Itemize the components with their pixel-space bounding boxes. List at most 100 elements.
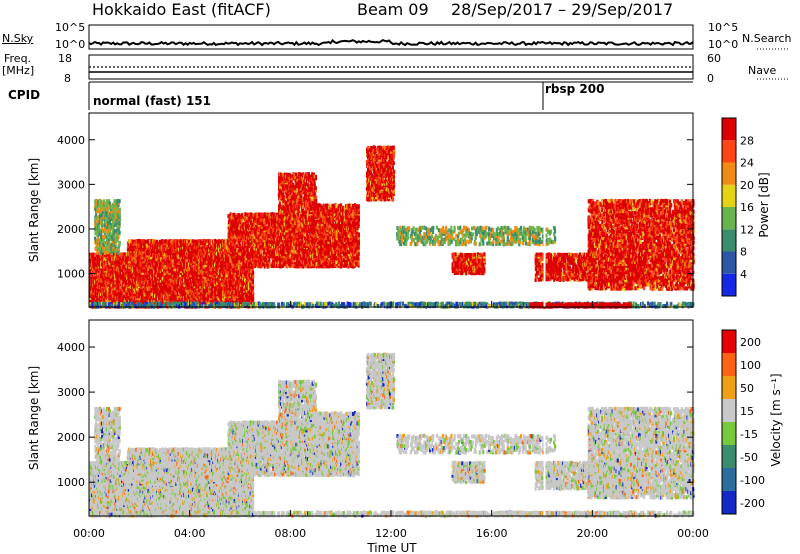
power-cell [153,284,156,289]
power-cell [182,278,186,283]
power-cell [150,294,153,299]
power-cell [104,280,107,285]
power-cell [163,298,166,303]
power-cell [122,282,126,287]
power-cell [156,241,160,246]
noise-panel [88,24,788,50]
power-cell [107,264,110,269]
power-cell [103,256,106,261]
power-cell [132,294,135,299]
noise-sky-line [88,38,694,47]
power-cell [154,290,158,295]
power-cell [99,255,102,260]
power-cell [113,254,116,259]
power-cell [100,278,103,283]
power-cell [174,280,177,285]
power-cell [115,228,118,233]
power-cell [169,282,172,287]
power-cell [92,288,96,293]
power-cell [110,282,113,287]
power-cell [101,270,104,275]
power-cell [174,282,177,287]
power-cell [140,298,143,303]
power-cell [112,294,115,298]
power-cell [124,292,128,297]
noise-right-tick-bottom: 10^0 [708,38,738,51]
power-cell [114,270,117,275]
power-cell [99,266,102,271]
noise-left-tick-bottom: 10^0 [55,38,85,51]
power-cell [155,292,159,297]
power-cell [154,286,157,291]
power-cell [114,280,117,285]
power-cell [90,256,93,261]
power-cell [164,278,167,283]
power-cell [118,280,121,285]
noise-left-tick-top: 10^5 [55,21,85,34]
power-cell [115,292,118,297]
power-cell [125,296,128,301]
power-cell [97,255,100,260]
power-cell [112,284,115,289]
power-cell [149,282,152,287]
cpid-panel [88,81,693,110]
power-cell [252,274,255,279]
power-cell [94,262,97,267]
power-cell [98,225,101,230]
power-cell [98,282,101,287]
power-cell [126,282,129,287]
power-cell [144,294,147,299]
power-cell [132,284,135,289]
power-cell [114,249,117,254]
power-marks [89,113,695,309]
freq-label-line1: Freq. [4,52,31,65]
power-cell [151,292,154,296]
power-cell [128,298,132,303]
power-cell [125,267,128,272]
power-cell [161,276,164,281]
power-cell [129,290,132,295]
power-cell [102,252,105,257]
power-cell [123,296,126,301]
station-title: Hokkaido East (fitACF) [92,0,271,19]
power-cell [92,296,96,301]
power-cell [140,282,143,287]
power-cell [120,295,123,300]
power-cell [118,207,121,212]
power-cell [129,292,132,297]
cpid-program-2: rbsp 200 [545,82,604,96]
power-cell [100,232,103,237]
power-cell [159,288,162,293]
power-cell [108,201,111,206]
power-cell [118,240,121,245]
power-cell [158,282,161,287]
power-cell [90,290,93,295]
power-cell [97,203,101,208]
noise-right-tick-top: 10^5 [708,21,738,34]
power-cell [137,286,140,291]
power-cell [175,290,178,295]
power-cell [170,279,173,283]
power-cell [108,276,111,281]
power-cell [145,276,148,281]
power-cell [105,294,108,298]
power-cell [95,260,98,265]
power-cell [90,274,93,279]
power-cell [159,278,162,283]
power-cell [251,290,255,295]
power-cell [175,284,178,289]
power-cell [93,252,97,257]
power-cell [153,279,157,283]
power-cell [96,281,99,285]
power-cell [172,292,175,297]
power-cell [122,265,126,269]
power-cell [107,280,110,285]
power-cell [128,239,131,244]
power-cell [116,238,119,243]
power-cell [122,300,126,305]
power-cell [147,298,150,303]
power-cell [114,286,117,291]
power-cell [152,282,155,287]
cpid-program-1: normal (fast) 151 [93,94,211,108]
